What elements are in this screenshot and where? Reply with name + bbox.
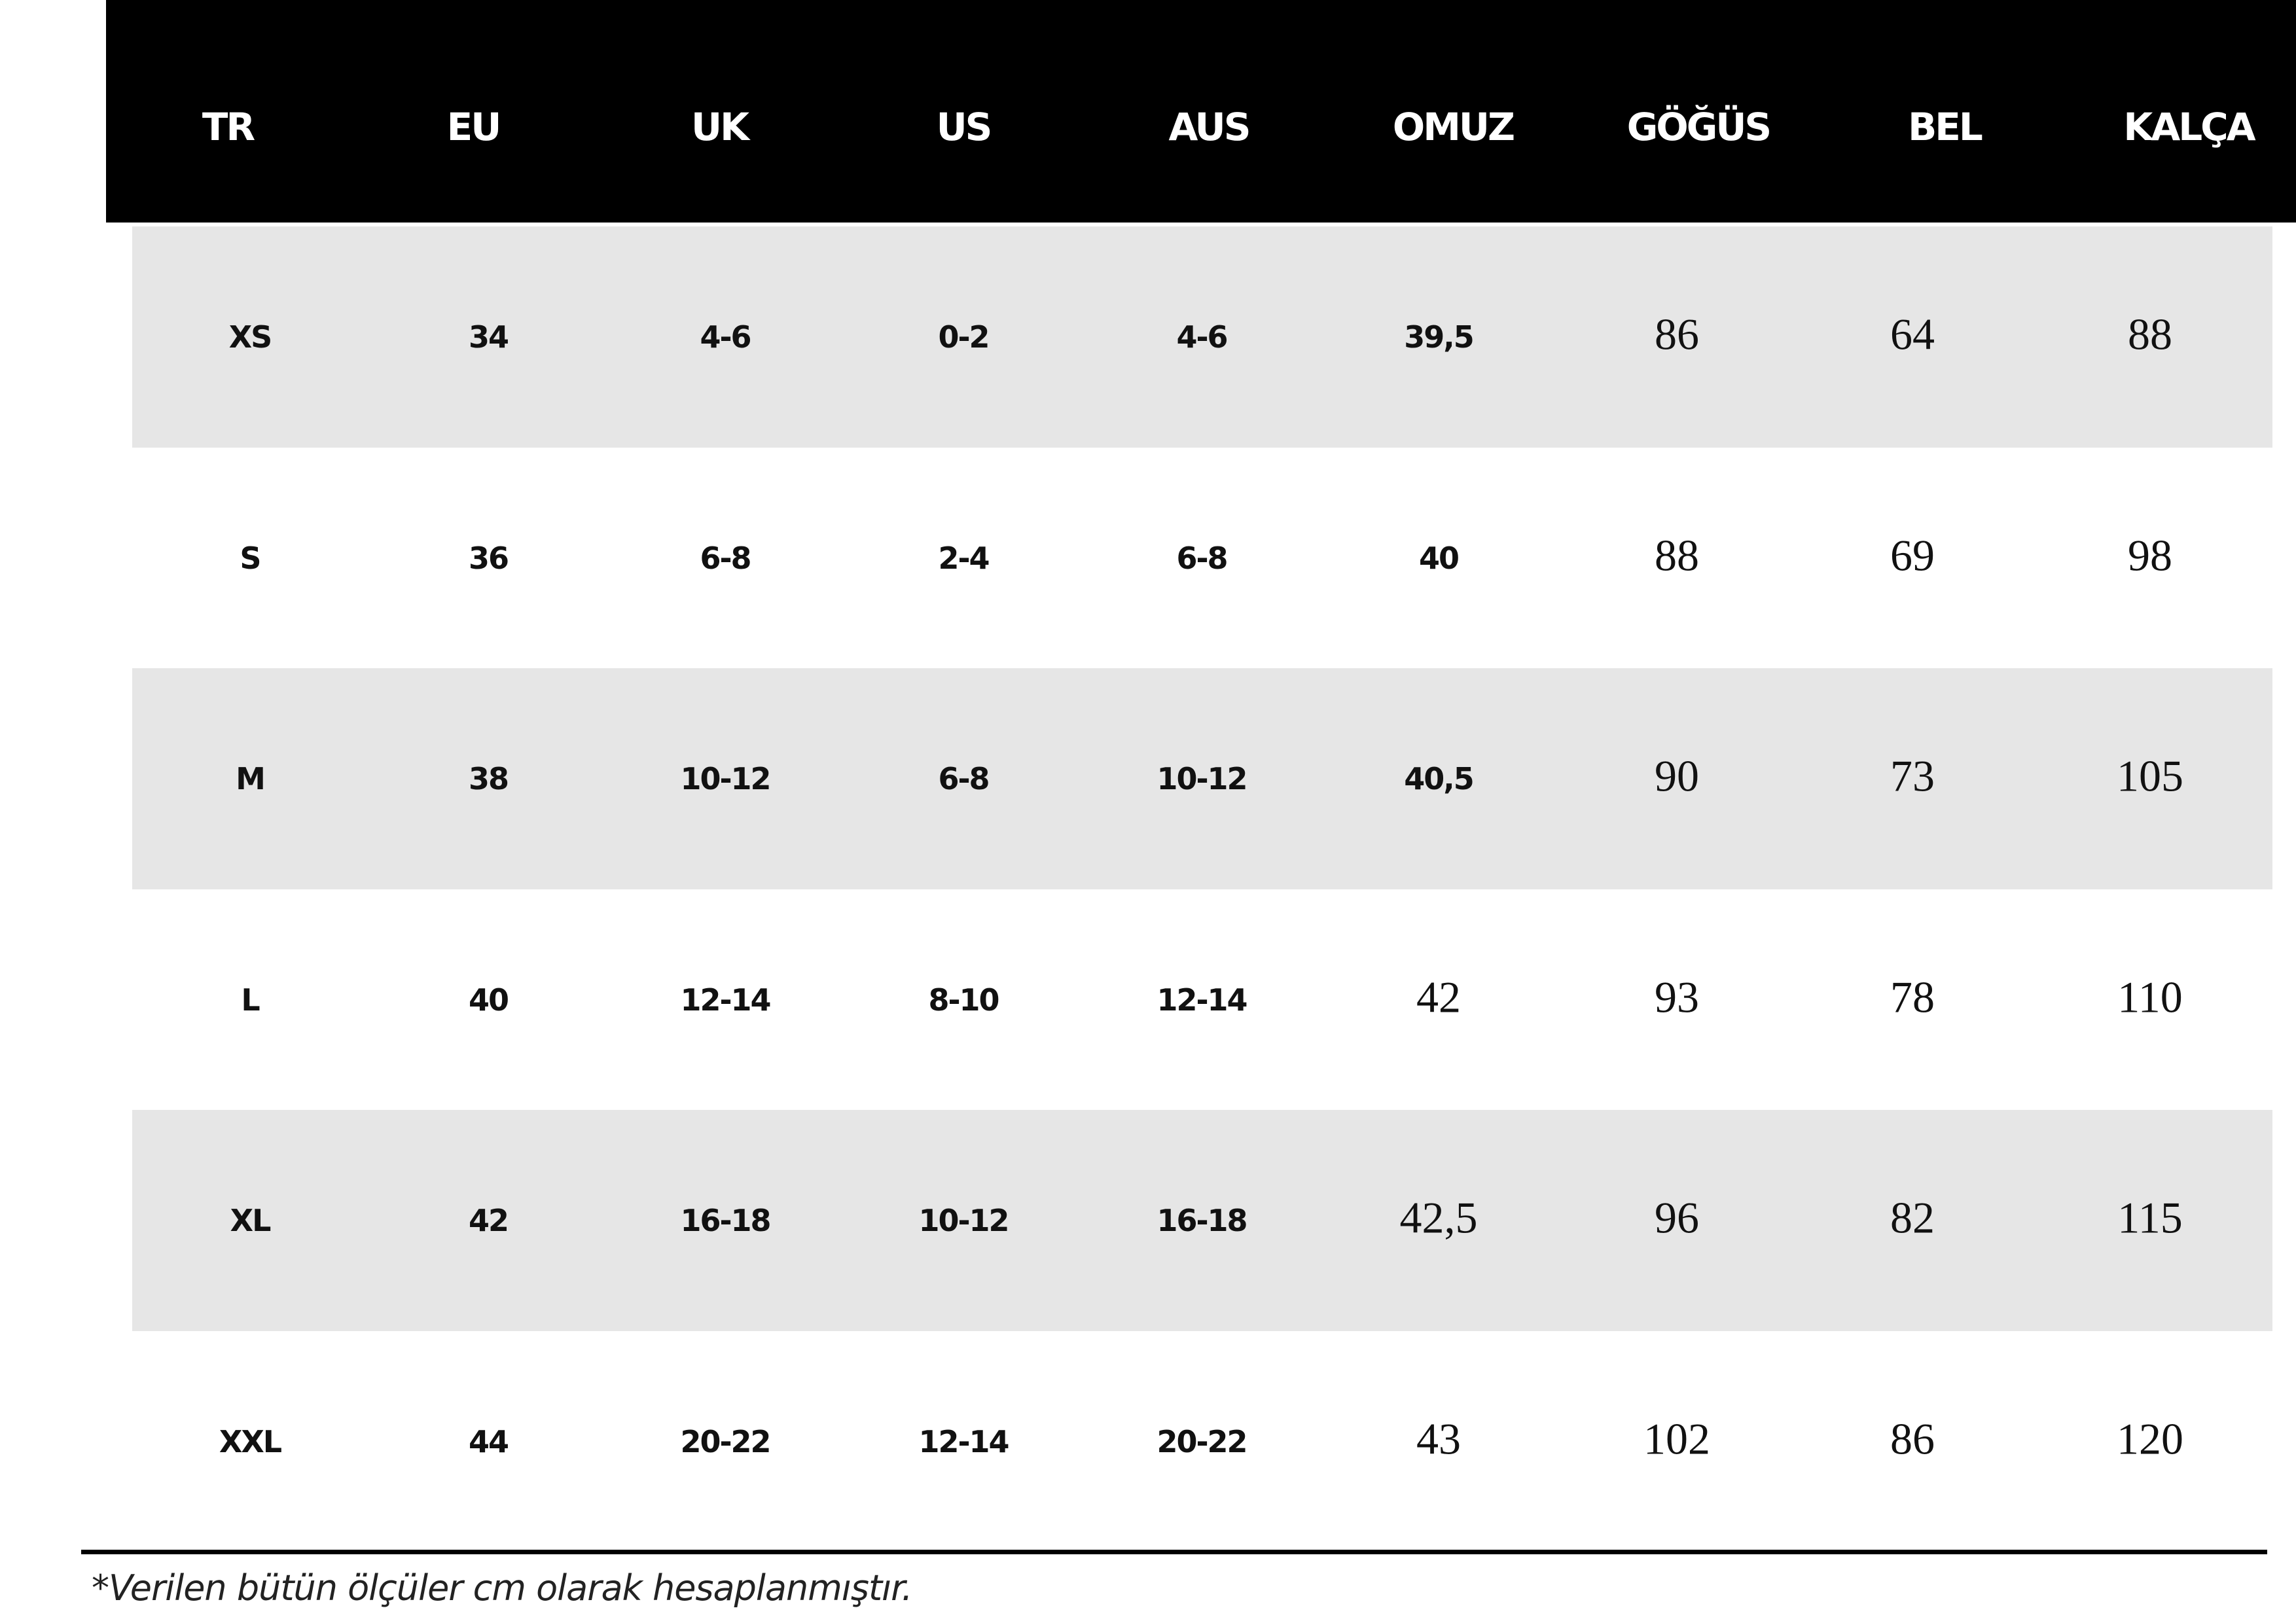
- column-header: AUS: [1168, 105, 1251, 149]
- table-cell: 44: [468, 1423, 509, 1459]
- table-cell: 6-8: [938, 761, 990, 796]
- table-cell: 78: [1890, 972, 1935, 1022]
- footnote-rule: [81, 1550, 2267, 1554]
- table-cell: 4-6: [700, 319, 751, 355]
- table-cell: 88: [1655, 530, 1699, 580]
- table-cell: 93: [1655, 972, 1699, 1022]
- table-cell: 36: [468, 540, 509, 576]
- table-cell: 0-2: [938, 319, 990, 355]
- table-cell: 96: [1655, 1192, 1699, 1243]
- table-cell: 40,5: [1404, 761, 1474, 796]
- table-cell: 39,5: [1404, 319, 1474, 355]
- table-cell: 12-14: [680, 982, 771, 1018]
- table-cell: 40: [1418, 540, 1460, 576]
- table-cell: 16-18: [680, 1203, 771, 1238]
- table-cell: 69: [1890, 530, 1935, 580]
- table-cell: 82: [1890, 1192, 1935, 1243]
- table-cell: 42,5: [1399, 1192, 1478, 1243]
- column-header: BEL: [1908, 105, 1983, 149]
- table-cell: 86: [1655, 309, 1699, 359]
- table-cell: 6-8: [700, 540, 751, 576]
- table-cell: 98: [2128, 530, 2172, 580]
- table-cell: M: [236, 761, 266, 796]
- column-header: EU: [446, 105, 502, 149]
- table-cell: 20-22: [680, 1423, 771, 1459]
- table-cell: 4-6: [1176, 319, 1228, 355]
- table-cell: 105: [2117, 751, 2183, 801]
- column-header: GÖĞÜS: [1626, 105, 1772, 149]
- table-cell: 10-12: [918, 1203, 1009, 1238]
- table-row: [132, 226, 2272, 448]
- table-cell: 16-18: [1157, 1203, 1247, 1238]
- table-row: [132, 1110, 2272, 1331]
- table-cell: 88: [2128, 309, 2172, 359]
- table-cell: 2-4: [938, 540, 990, 576]
- table-cell: 10-12: [680, 761, 771, 796]
- table-cell: 38: [468, 761, 509, 796]
- table-row: [132, 668, 2272, 889]
- table-cell: 90: [1655, 751, 1699, 801]
- table-cell: 12-14: [918, 1423, 1009, 1459]
- table-cell: 42: [468, 1203, 509, 1238]
- column-header: US: [936, 105, 993, 149]
- table-cell: XL: [230, 1203, 272, 1238]
- table-cell: 6-8: [1176, 540, 1228, 576]
- column-header: TR: [202, 105, 255, 149]
- table-cell: XXL: [219, 1423, 282, 1459]
- footnote: *Verilen bütün ölçüler cm olarak hesapla…: [92, 1567, 913, 1609]
- column-header: UK: [691, 105, 749, 149]
- table-cell: 73: [1890, 751, 1935, 801]
- table-cell: L: [241, 982, 260, 1018]
- table-cell: 8-10: [928, 982, 999, 1018]
- table-cell: 86: [1890, 1414, 1935, 1463]
- table-cell: 34: [468, 319, 509, 355]
- header-bar: [106, 0, 2296, 223]
- table-cell: 12-14: [1157, 982, 1247, 1018]
- column-header: OMUZ: [1392, 105, 1515, 149]
- table-cell: 120: [2117, 1414, 2183, 1463]
- table-cell: 43: [1416, 1414, 1461, 1463]
- table-cell: 20-22: [1157, 1423, 1247, 1459]
- table-cell: S: [240, 540, 261, 576]
- table-cell: XS: [228, 319, 273, 355]
- table-cell: 40: [468, 982, 509, 1018]
- table-cell: 64: [1890, 309, 1935, 359]
- column-header: KALÇA: [2123, 105, 2255, 149]
- table-cell: 115: [2117, 1192, 2183, 1243]
- table-cell: 102: [1643, 1414, 1710, 1463]
- table-cell: 10-12: [1157, 761, 1247, 796]
- table-cell: 110: [2117, 972, 2183, 1022]
- table-cell: 42: [1416, 972, 1461, 1022]
